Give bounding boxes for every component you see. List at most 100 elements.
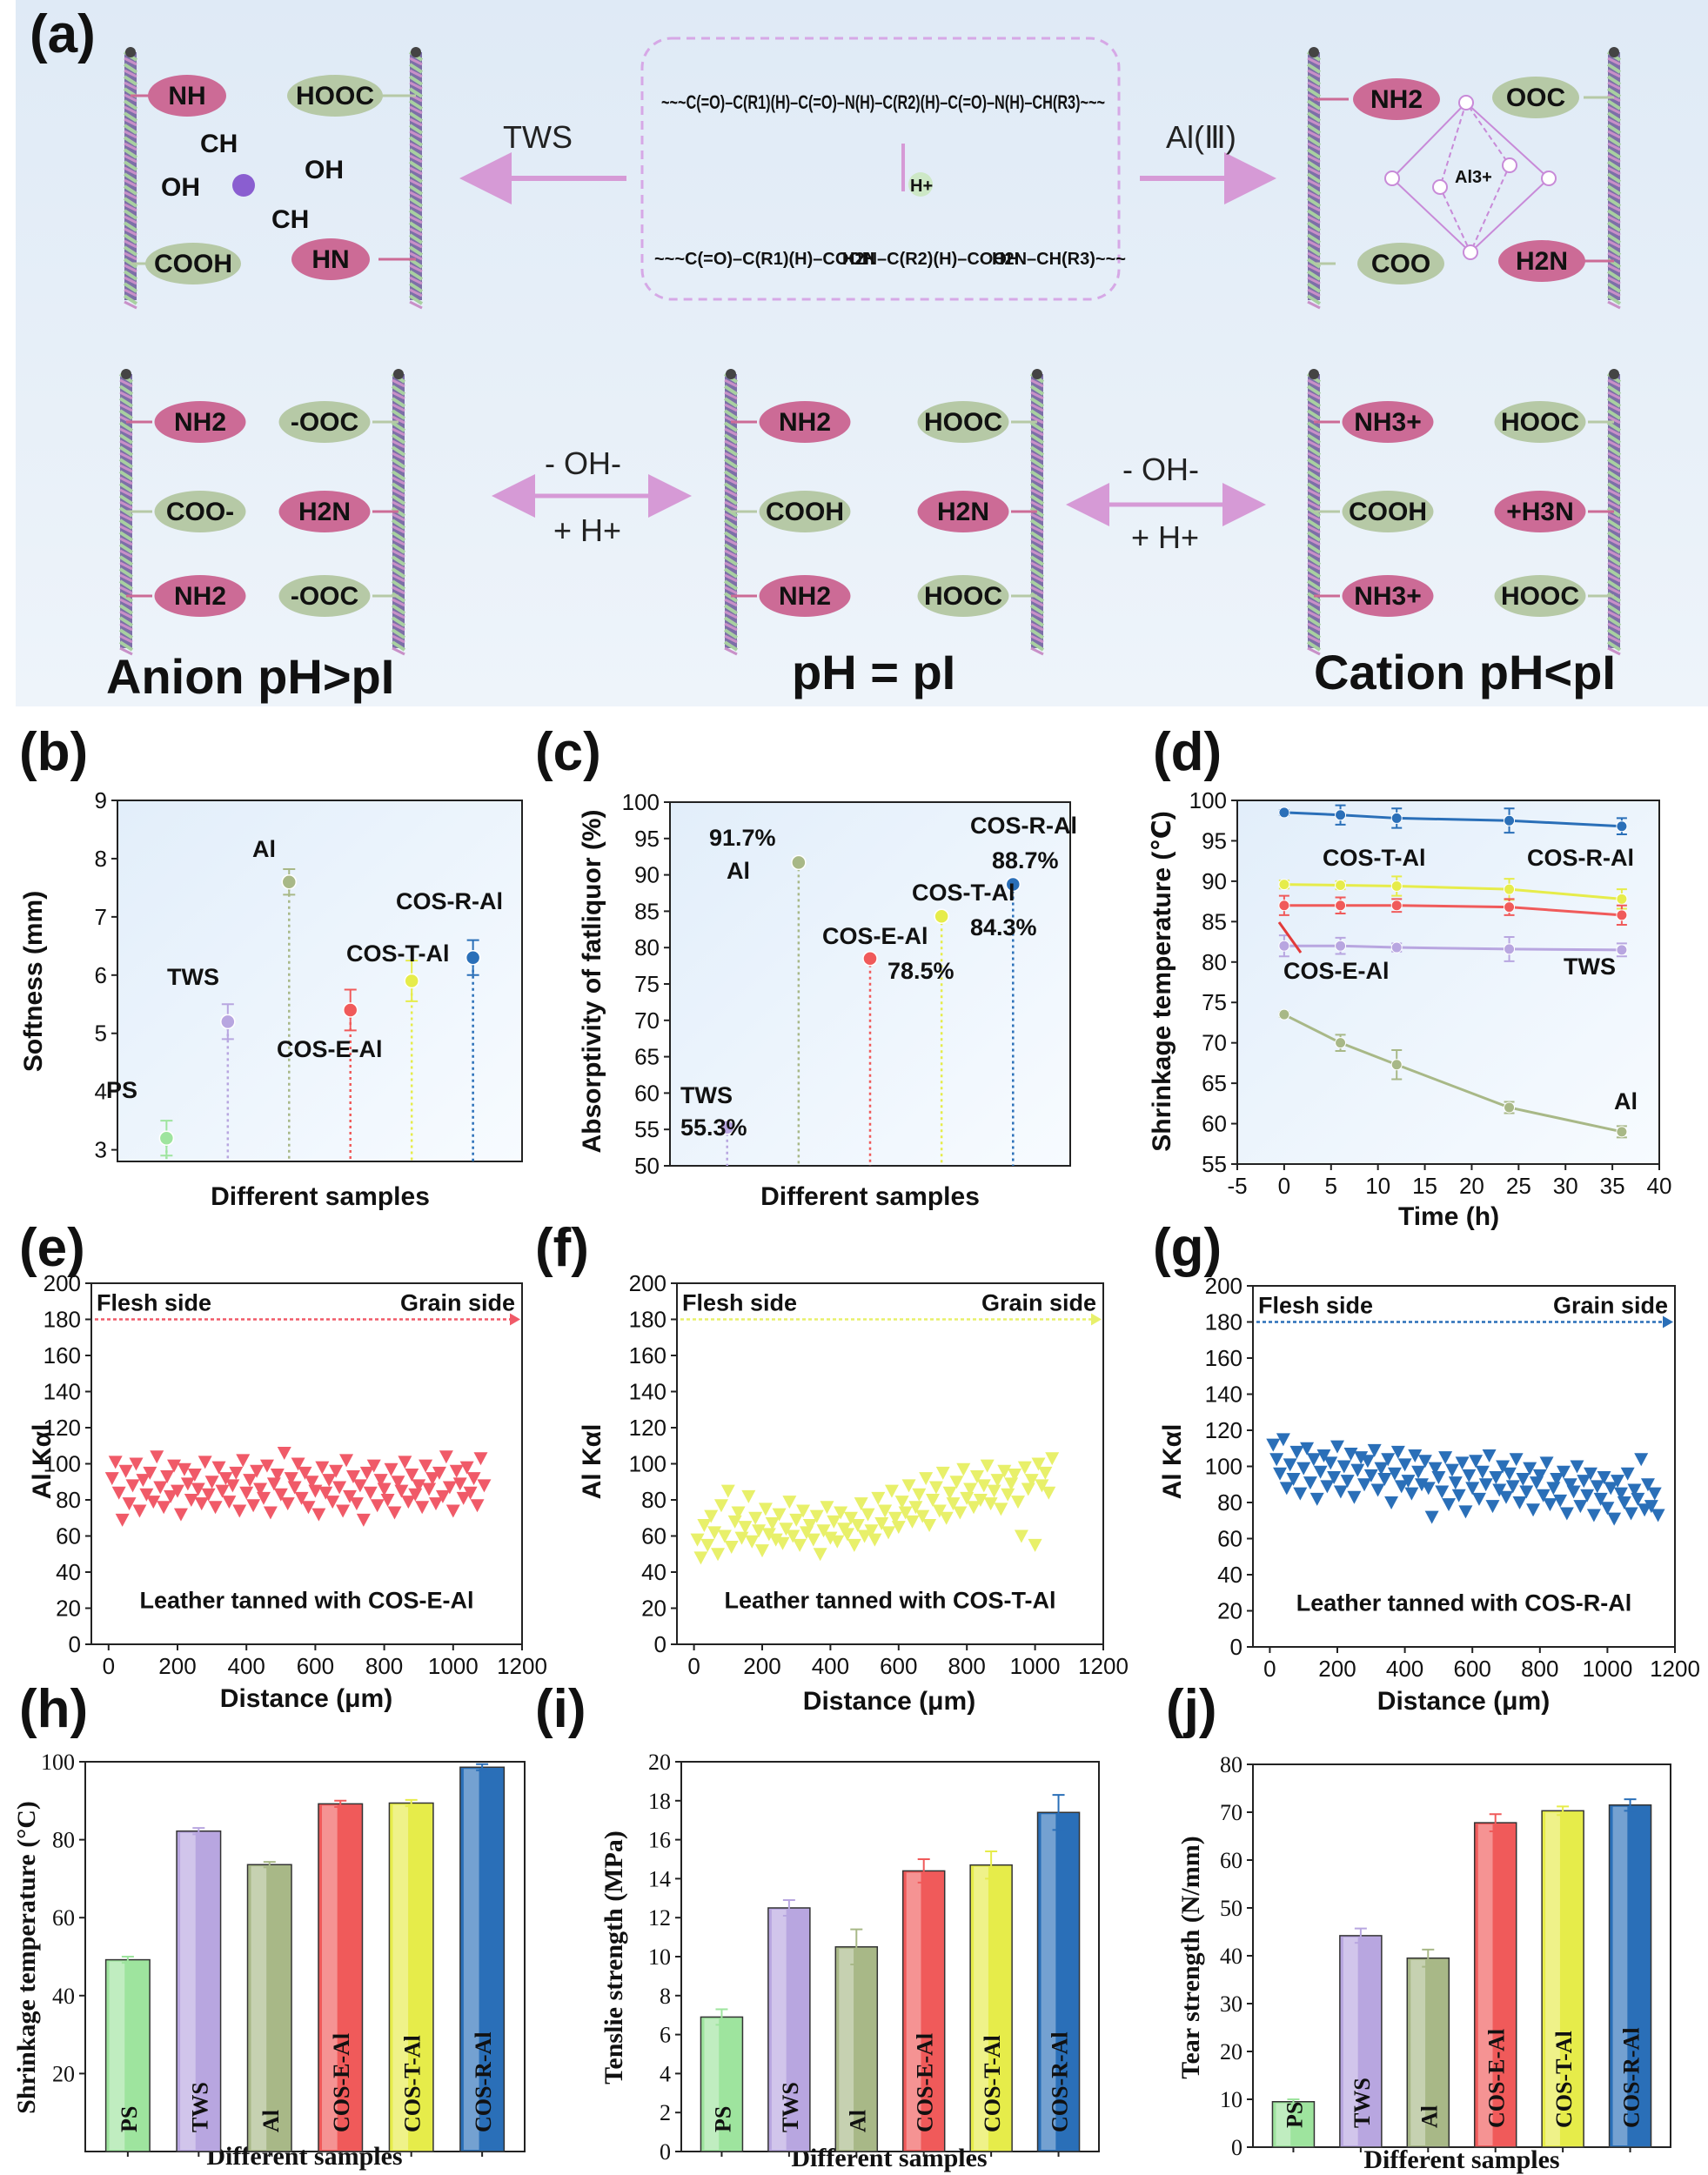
fibre-twist (1306, 397, 1322, 408)
group-ellipse (278, 491, 371, 532)
data-point (874, 1516, 889, 1530)
fibre-twist (1606, 99, 1622, 110)
fibre-twist (124, 130, 137, 139)
y-tick-label: 2 (660, 2100, 671, 2125)
side-arrow-head (510, 1313, 520, 1326)
data-point (377, 1482, 392, 1496)
data-point (1444, 1463, 1459, 1477)
data-point (1313, 1465, 1328, 1479)
state-0-right-group-2: -OOC (278, 575, 371, 617)
peptide-box (640, 37, 1121, 301)
fibre-twist (392, 573, 405, 583)
panel-label: (i) (535, 1679, 586, 1739)
fibre-twist (1307, 239, 1321, 249)
bar-label: COS-E-Al (329, 2033, 354, 2132)
data-point (1014, 1529, 1028, 1543)
x-axis-title: Different samples (1363, 2145, 1559, 2174)
y-tick-label: 95 (634, 826, 660, 852)
fibre-twist (724, 488, 738, 498)
data-point (158, 1130, 175, 1146)
fibre-twist (119, 391, 133, 400)
y-tick-label: 5 (95, 1021, 107, 1047)
fibre-twist (124, 251, 137, 261)
data-point (796, 1504, 811, 1518)
data-point (1504, 901, 1516, 914)
data-point (990, 1474, 1005, 1488)
data-point (363, 1486, 378, 1500)
data-point (1390, 941, 1403, 954)
fibre-twist (1306, 640, 1322, 652)
value-label: 84.3% (970, 914, 1037, 940)
fibre-twist (1307, 251, 1321, 261)
bar (969, 1864, 1013, 2152)
fibre-twist (724, 500, 738, 510)
fibre-twist (1030, 391, 1044, 400)
fibre-twist (1607, 378, 1621, 388)
fibre-twist (1307, 300, 1321, 310)
data-point (342, 1002, 358, 1018)
data-point (841, 1528, 854, 1542)
group-ellipse (759, 575, 851, 617)
fibre-twist (1030, 525, 1044, 534)
y-tick-label: 140 (1205, 1382, 1242, 1408)
fibre-twist (1607, 561, 1621, 571)
fibre-cap (1309, 369, 1319, 379)
group-label: NH2 (174, 408, 226, 437)
fibre-twist (118, 543, 134, 554)
data-point (291, 1457, 305, 1471)
state-2-left-group-0: NH3+ (1342, 401, 1434, 443)
y-tick-label: 20 (1217, 1598, 1242, 1624)
data-point (1553, 1494, 1568, 1508)
data-point (1374, 1462, 1389, 1476)
data-point (1357, 1478, 1372, 1492)
fibre-twist (1607, 610, 1621, 619)
fibre-twist (1606, 470, 1622, 481)
data-point (1031, 1457, 1046, 1471)
data-point (1492, 1483, 1507, 1497)
data-point (160, 1470, 175, 1484)
series-COS-E-Al (1278, 894, 1628, 927)
error-bar (1287, 2098, 1300, 2105)
bar-label: COS-E-Al (1484, 2029, 1510, 2128)
group-ellipse (1342, 575, 1434, 617)
fibre-twist (1606, 221, 1622, 232)
fibre-twist (118, 458, 134, 469)
fibre-cap (411, 47, 421, 57)
fibre-twist (1306, 233, 1322, 244)
fibre-twist (408, 184, 424, 196)
data-point (329, 1464, 344, 1478)
data-point (976, 1479, 991, 1493)
fibre-cap (1609, 369, 1619, 379)
fibre-twist (724, 439, 738, 449)
data-point (1296, 1462, 1311, 1476)
data-point (1616, 944, 1628, 956)
y-tick-label: 70 (634, 1007, 660, 1034)
x-tick-label: 800 (365, 1653, 403, 1679)
fibre-twist (409, 117, 423, 127)
fibre-twist (723, 397, 739, 408)
fibre-twist (1307, 525, 1321, 534)
data-point (850, 1519, 865, 1533)
group-label: HOOC (924, 408, 1002, 437)
data-point (373, 1474, 388, 1488)
fibre-twist (1607, 391, 1621, 400)
fibre-twist (123, 148, 138, 159)
fibre-twist (1307, 573, 1321, 583)
data-point (854, 1497, 868, 1511)
flesh-side-label: Flesh side (97, 1290, 211, 1316)
data-point (336, 1504, 351, 1518)
group-hn: HN (291, 238, 370, 280)
fibre-twist (1606, 111, 1622, 123)
data-point (204, 1476, 219, 1489)
y-tick-label: 180 (44, 1307, 81, 1333)
data-point (1504, 883, 1516, 895)
data-point (349, 1497, 364, 1511)
fibre-twist (1306, 409, 1322, 420)
data-point (115, 1513, 130, 1527)
data-point (466, 1472, 481, 1486)
data-point (180, 1477, 195, 1491)
fibre-twist (118, 604, 134, 615)
data-point (432, 1466, 446, 1480)
plot-area (1237, 800, 1659, 1164)
fibre-twist (1607, 646, 1621, 656)
